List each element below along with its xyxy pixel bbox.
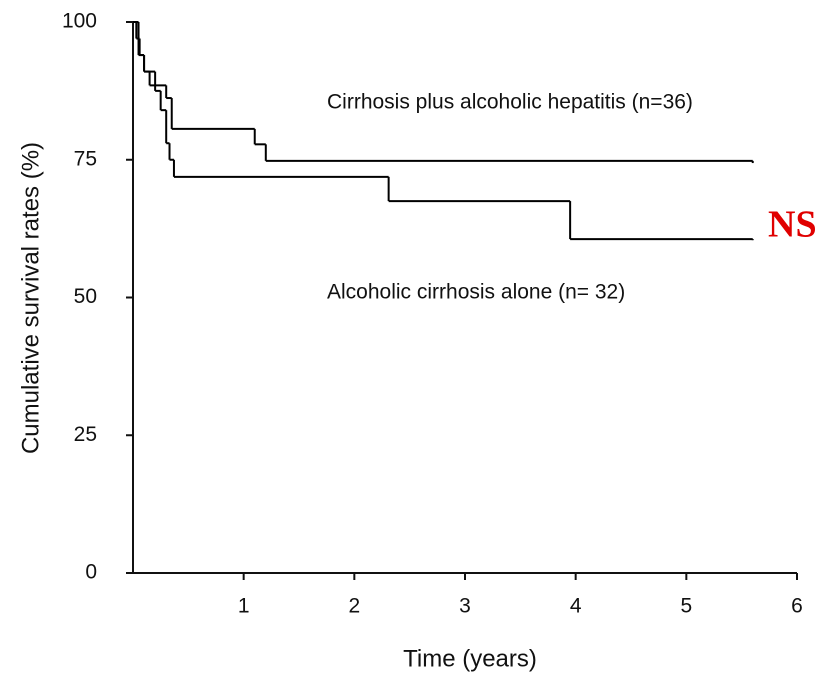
series-label: Cirrhosis plus alcoholic hepatitis (n=36… — [327, 91, 693, 114]
x-tick-label: 6 — [791, 595, 803, 618]
y-axis-title: Cumulative survival rates (%) — [17, 142, 44, 454]
y-tick-label: 100 — [62, 10, 97, 33]
x-tick-label: 4 — [570, 595, 582, 618]
x-tick-label: 5 — [680, 595, 692, 618]
x-tick-label: 1 — [238, 595, 250, 618]
x-axis-title: Time (years) — [403, 645, 537, 672]
y-tick-label: 75 — [74, 147, 97, 170]
y-tick-label: 25 — [74, 423, 97, 446]
series-label: Alcoholic cirrhosis alone (n= 32) — [327, 281, 625, 304]
annotation: NS — [768, 204, 817, 246]
x-tick-label: 3 — [459, 595, 471, 618]
y-tick-label: 50 — [74, 285, 97, 308]
y-tick-label: 0 — [85, 561, 97, 584]
x-tick-label: 2 — [348, 595, 360, 618]
